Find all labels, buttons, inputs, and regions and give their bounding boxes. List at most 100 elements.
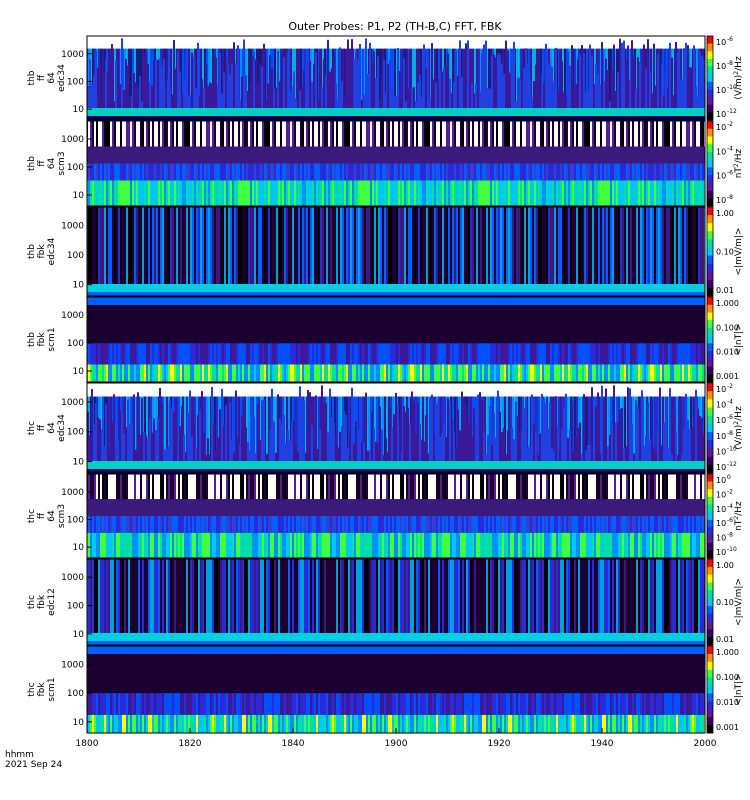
colorbar-swatch: [707, 621, 713, 630]
colorbar-swatch: [707, 198, 713, 207]
colorbar-swatch: [707, 151, 713, 161]
colorbar-tick-label: 10: [716, 401, 726, 410]
y-tick-label: 10: [73, 718, 85, 728]
y-label-line: ff: [37, 160, 47, 167]
colorbar-tick-exponent: -8: [727, 430, 733, 437]
colorbar-swatch: [707, 36, 713, 45]
colorbar-tick-label: 10: [716, 123, 726, 132]
y-label-thb-fbk-scm1: thb fbk scm1: [27, 327, 57, 351]
y-label-thc-fbk-edc12: thc fbk edc12: [27, 588, 57, 616]
plot-frame: [86, 35, 706, 121]
colorbar-swatch: [707, 519, 713, 528]
y-label-line: thc: [27, 595, 37, 609]
colorbar-swatch: [707, 637, 713, 646]
y-label-line: fbk: [37, 594, 47, 609]
colorbar-swatch: [707, 231, 713, 240]
y-label-line: thc: [27, 509, 37, 523]
colorbar-tick-exponent: -2: [727, 488, 733, 495]
colorbar-tick-label: 10: [716, 519, 726, 528]
colorbar-swatch: [707, 167, 713, 176]
colorbar-swatch: [707, 574, 713, 583]
x-tick-label: 1800: [76, 739, 99, 749]
colorbar-tick-exponent: -12: [727, 461, 737, 468]
colorbar-swatch: [707, 74, 713, 83]
colorbar-tick-exponent: -10: [727, 84, 737, 91]
colorbar-swatch: [707, 51, 713, 60]
plot-frame: [86, 296, 706, 383]
colorbar-swatch: [707, 542, 713, 551]
colorbar-swatch: [707, 504, 713, 513]
colorbar-swatch: [707, 304, 713, 313]
x-tick-label: 1820: [179, 739, 202, 749]
y-label-line: 64: [47, 422, 57, 434]
heatmap-thb-ff-64-scm3: [87, 121, 705, 206]
colorbar-swatch: [707, 512, 713, 521]
y-label-thc-fbk-scm1: thc fbk scm1: [27, 677, 57, 701]
colorbar-swatch: [707, 496, 713, 506]
y-label-line: ff: [37, 424, 47, 431]
y-tick-label: 100: [67, 428, 84, 438]
x-tick-label: 1920: [488, 739, 511, 749]
colorbar-swatch: [707, 81, 713, 90]
heatmap-thc-ff-64-scm3: [87, 474, 705, 558]
y-label-line: edc12: [47, 588, 57, 616]
colorbar-unit: (V/m)2/Hz: [733, 56, 744, 100]
colorbar-swatch: [707, 112, 713, 121]
colorbar-thc-fbk-scm1: 1.000 0.100 0.010 0.001 <|nT|>: [706, 645, 744, 734]
colorbar-tick-exponent: -6: [727, 170, 733, 177]
y-tick-label: 10: [73, 458, 85, 468]
colorbar-swatch: [707, 312, 713, 321]
x-tick-label: 1840: [282, 739, 305, 749]
y-label-line: scm3: [57, 151, 67, 175]
colorbar-tick-label: 1.00: [716, 561, 734, 570]
colorbar-swatch: [707, 709, 713, 718]
colorbar-tick-exponent: -6: [727, 36, 733, 43]
colorbar-tick-exponent: -10: [727, 546, 737, 553]
colorbar-swatch: [707, 128, 713, 137]
y-label-line: 64: [47, 510, 57, 522]
heatmap-thc-fbk-scm1: [87, 646, 705, 733]
colorbar-tick-label: 10: [716, 86, 726, 95]
heatmap-thb-fbk-edc34: [87, 207, 705, 296]
y-tick-label: 1000: [61, 311, 84, 321]
colorbar-tick-label: 10: [716, 416, 726, 425]
colorbar-swatch: [707, 391, 713, 400]
y-label-line: thb: [27, 70, 37, 85]
colorbar-tick-exponent: -6: [727, 414, 733, 421]
colorbar-swatch: [707, 335, 713, 344]
y-label-line: thb: [27, 332, 37, 347]
y-tick-label: 100: [67, 251, 84, 261]
colorbar-swatch: [707, 255, 713, 265]
y-tick-label: 1000: [61, 50, 84, 60]
x-axis-label: hhmm: [5, 750, 34, 760]
y-label-line: 64: [47, 158, 57, 170]
colorbar-swatch: [707, 58, 713, 68]
colorbar-swatch: [707, 693, 713, 702]
y-tick-label: 100: [67, 515, 84, 525]
colorbar-tick-label: 0.010: [716, 698, 739, 707]
colorbar-swatch: [707, 121, 713, 130]
y-label-thc-ff-64-edc34: thc ff 64 edc34: [27, 414, 67, 442]
y-label-line: edc34: [57, 64, 67, 92]
colorbar-thc-fbk-edc12: 1.00 0.10 0.01<|mV/m|>: [706, 558, 744, 646]
y-tick-label: 10: [73, 367, 85, 377]
colorbar-swatch: [707, 182, 713, 192]
panel-thc-fbk-edc12: 1000 100 10 thc fbk edc12 1.00 0.10 0.01<|mV/m|>: [27, 558, 744, 646]
colorbar-tick-exponent: 0: [727, 474, 731, 481]
colorbar-swatch: [707, 136, 713, 145]
y-label-line: fbk: [37, 244, 47, 259]
colorbar-swatch: [707, 701, 713, 710]
colorbar-swatch: [707, 566, 713, 576]
plot-frame: [86, 473, 706, 559]
panel-thb-fbk-scm1: 1000 100 10 thb fbk scm1 1.000 0.100 0.010 0.001 <…: [27, 296, 744, 383]
colorbar-swatch: [707, 481, 713, 490]
colorbar-swatch: [707, 279, 713, 289]
colorbar-swatch: [707, 207, 713, 216]
y-tick-label: 10: [73, 543, 85, 553]
y-label-line: thb: [27, 156, 37, 171]
colorbar-swatch: [707, 215, 713, 224]
